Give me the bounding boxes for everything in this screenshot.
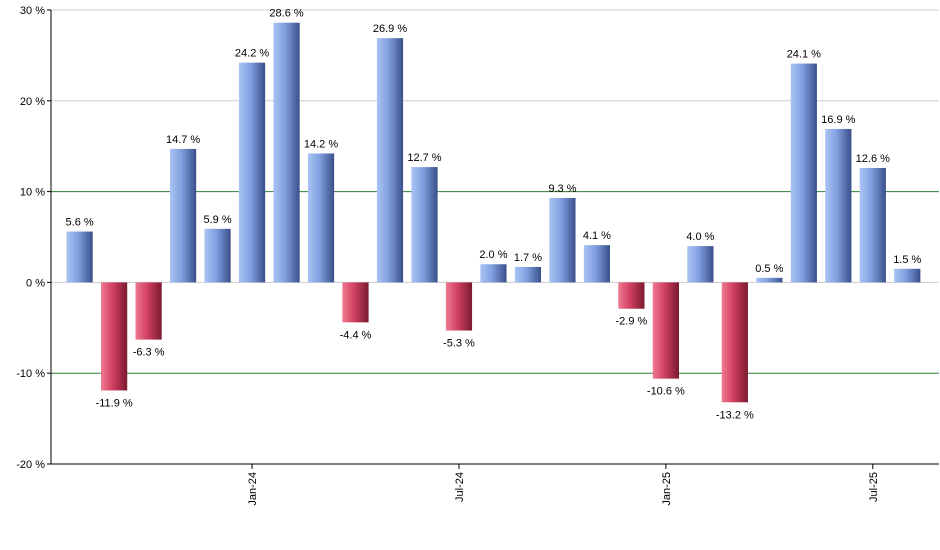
bar-17[interactable] bbox=[652, 282, 679, 379]
bar-18[interactable] bbox=[687, 246, 714, 283]
data-label-5: 24.2 % bbox=[235, 48, 269, 60]
y-tick-label: 0 % bbox=[26, 277, 45, 289]
y-tick-label: 30 % bbox=[20, 5, 45, 17]
data-label-16: -2.9 % bbox=[615, 316, 647, 328]
data-label-14: 9.3 % bbox=[548, 183, 576, 195]
bar-9[interactable] bbox=[376, 38, 404, 283]
data-label-1: -11.9 % bbox=[96, 397, 133, 409]
y-tick-label: 10 % bbox=[20, 187, 45, 199]
y-tick-label: -20 % bbox=[16, 459, 45, 471]
bar-4[interactable] bbox=[204, 228, 231, 283]
data-label-3: 14.7 % bbox=[166, 134, 200, 146]
data-label-9: 26.9 % bbox=[373, 23, 407, 35]
bar-13[interactable] bbox=[514, 266, 542, 283]
bars-layer bbox=[66, 22, 921, 403]
x-tick-label: Jul-24 bbox=[454, 472, 466, 502]
data-label-8: -4.4 % bbox=[340, 329, 372, 341]
data-label-6: 28.6 % bbox=[269, 8, 303, 20]
bar-24[interactable] bbox=[894, 268, 921, 283]
data-label-18: 4.0 % bbox=[686, 231, 714, 243]
x-tick-label: Jan-24 bbox=[247, 472, 259, 506]
data-label-21: 24.1 % bbox=[787, 49, 821, 61]
bar-20[interactable] bbox=[756, 277, 783, 283]
bar-0[interactable] bbox=[66, 231, 93, 283]
data-label-22: 16.9 % bbox=[821, 114, 855, 126]
y-tick-label: 20 % bbox=[20, 96, 45, 108]
bar-10[interactable] bbox=[411, 167, 438, 283]
bar-14[interactable] bbox=[549, 197, 576, 283]
bar-3[interactable] bbox=[169, 148, 197, 283]
data-label-10: 12.7 % bbox=[407, 152, 441, 164]
x-tick-label: Jan-25 bbox=[661, 472, 673, 506]
data-label-2: -6.3 % bbox=[133, 347, 165, 359]
bar-1[interactable] bbox=[101, 282, 128, 391]
axis-layer bbox=[47, 9, 939, 469]
labels-layer: 30 % 20 % 10 % 0 % -10 % -20 % 5.6 % -11.9 % -6.… bbox=[16, 5, 921, 506]
bar-6[interactable] bbox=[273, 22, 300, 283]
data-label-0: 5.6 % bbox=[66, 217, 94, 229]
data-label-7: 14.2 % bbox=[304, 138, 338, 150]
bar-7[interactable] bbox=[307, 153, 335, 283]
data-label-13: 1.7 % bbox=[514, 252, 542, 264]
bar-15[interactable] bbox=[583, 245, 611, 283]
data-label-12: 2.0 % bbox=[479, 249, 507, 261]
bar-11[interactable] bbox=[445, 282, 473, 331]
bar-2[interactable] bbox=[135, 282, 162, 340]
data-label-17: -10.6 % bbox=[647, 386, 685, 398]
bar-5[interactable] bbox=[238, 62, 266, 283]
y-tick-label: -10 % bbox=[16, 368, 45, 380]
bar-8[interactable] bbox=[342, 282, 369, 323]
data-label-20: 0.5 % bbox=[755, 263, 783, 275]
x-tick-label: Jul-25 bbox=[868, 472, 880, 502]
bar-22[interactable] bbox=[825, 128, 852, 283]
data-label-15: 4.1 % bbox=[583, 230, 611, 242]
bar-23[interactable] bbox=[859, 167, 886, 283]
bar-16[interactable] bbox=[618, 282, 645, 309]
bar-21[interactable] bbox=[790, 63, 817, 283]
data-label-4: 5.9 % bbox=[203, 214, 231, 226]
bar-12[interactable] bbox=[480, 264, 507, 283]
data-label-19: -13.2 % bbox=[716, 409, 754, 421]
data-label-23: 12.6 % bbox=[856, 153, 890, 165]
data-label-11: -5.3 % bbox=[443, 338, 475, 350]
bar-19[interactable] bbox=[721, 282, 748, 403]
data-label-24: 1.5 % bbox=[893, 254, 921, 266]
